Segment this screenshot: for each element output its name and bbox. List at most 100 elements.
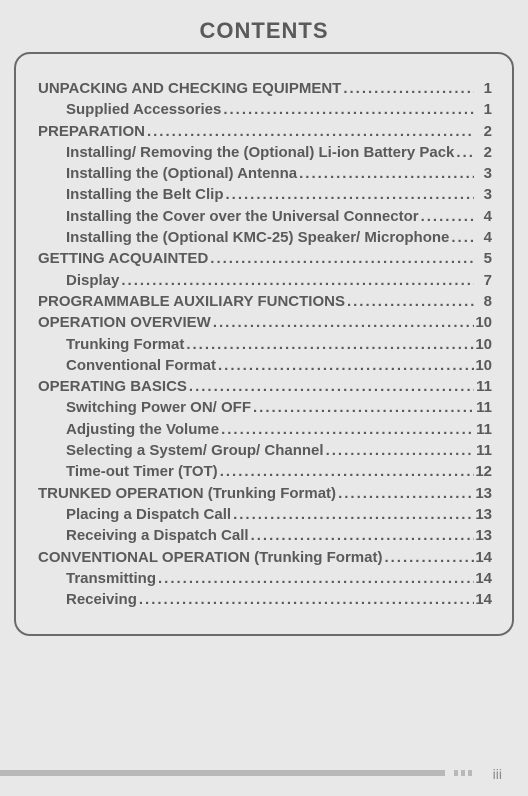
toc-page: 11 [474, 440, 492, 461]
toc-page: 11 [474, 397, 492, 418]
toc-label: Installing the (Optional) Antenna [66, 163, 297, 184]
toc-line: Installing the Cover over the Universal … [38, 206, 492, 227]
toc-label: Installing the Cover over the Universal … [66, 206, 419, 227]
toc-leader-dots [336, 483, 474, 504]
toc-label: Switching Power ON/ OFF [66, 397, 251, 418]
toc-line: Installing/ Removing the (Optional) Li-i… [38, 142, 492, 163]
toc-label: PREPARATION [38, 121, 145, 142]
toc-page: 13 [474, 504, 492, 525]
toc-page: 4 [474, 227, 492, 248]
toc-leader-dots [224, 184, 474, 205]
toc-line: Time-out Timer (TOT) 12 [38, 461, 492, 482]
toc-line: CONVENTIONAL OPERATION (Trunking Format)… [38, 547, 492, 568]
toc-line: Selecting a System/ Group/ Channel 11 [38, 440, 492, 461]
toc-label: Installing the (Optional KMC-25) Speaker… [66, 227, 449, 248]
toc-line: Conventional Format10 [38, 355, 492, 376]
toc-line: Switching Power ON/ OFF 11 [38, 397, 492, 418]
toc-line: UNPACKING AND CHECKING EQUIPMENT 1 [38, 78, 492, 99]
toc-label: TRUNKED OPERATION (Trunking Format) [38, 483, 336, 504]
toc-label: OPERATION OVERVIEW [38, 312, 211, 333]
footer: iii [0, 766, 528, 782]
toc-line: Supplied Accessories 1 [38, 99, 492, 120]
toc-leader-dots [145, 121, 474, 142]
toc-label: Trunking Format [66, 334, 184, 355]
toc-label: Placing a Dispatch Call [66, 504, 231, 525]
toc-leader-dots [297, 163, 474, 184]
toc-line: Display 7 [38, 270, 492, 291]
toc-page: 12 [474, 461, 492, 482]
toc-page: 14 [474, 589, 492, 610]
toc-line: Receiving 14 [38, 589, 492, 610]
toc-line: Receiving a Dispatch Call 13 [38, 525, 492, 546]
toc-leader-dots [251, 397, 474, 418]
toc-page: 10 [474, 334, 492, 355]
toc-page: 1 [474, 78, 492, 99]
toc-line: TRUNKED OPERATION (Trunking Format) 13 [38, 483, 492, 504]
toc-label: CONVENTIONAL OPERATION (Trunking Format) [38, 547, 382, 568]
toc-container: UNPACKING AND CHECKING EQUIPMENT1Supplie… [14, 52, 514, 636]
toc-label: OPERATING BASICS [38, 376, 187, 397]
toc-page: 5 [474, 248, 492, 269]
page-number: iii [493, 766, 502, 782]
footer-ticks [454, 770, 472, 776]
toc-leader-dots [324, 440, 474, 461]
toc-line: PROGRAMMABLE AUXILIARY FUNCTIONS 8 [38, 291, 492, 312]
toc-leader-dots [119, 270, 474, 291]
page-title: CONTENTS [0, 0, 528, 52]
toc-leader-dots [419, 206, 474, 227]
toc-line: Adjusting the Volume 11 [38, 419, 492, 440]
toc-label: Display [66, 270, 119, 291]
toc-page: 1 [474, 99, 492, 120]
toc-page: 13 [474, 525, 492, 546]
toc-line: PREPARATION 2 [38, 121, 492, 142]
toc-leader-dots [137, 589, 474, 610]
toc-label: UNPACKING AND CHECKING EQUIPMENT [38, 78, 341, 99]
toc-label: Supplied Accessories [66, 99, 221, 120]
toc-label: Adjusting the Volume [66, 419, 219, 440]
toc-leader-dots [382, 547, 474, 568]
toc-leader-dots [341, 78, 474, 99]
toc-page: 3 [474, 163, 492, 184]
toc-line: OPERATION OVERVIEW10 [38, 312, 492, 333]
toc-page: 7 [474, 270, 492, 291]
toc-label: Time-out Timer (TOT) [66, 461, 218, 482]
toc-label: GETTING ACQUAINTED [38, 248, 208, 269]
toc-page: 2 [474, 121, 492, 142]
toc-leader-dots [449, 227, 474, 248]
toc-line: Installing the (Optional) Antenna 3 [38, 163, 492, 184]
toc-line: Transmitting14 [38, 568, 492, 589]
toc-leader-dots [211, 312, 474, 333]
toc-leader-dots [156, 568, 474, 589]
toc-line: Installing the Belt Clip 3 [38, 184, 492, 205]
toc-leader-dots [345, 291, 474, 312]
toc-leader-dots [208, 248, 474, 269]
toc-leader-dots [231, 504, 474, 525]
toc-leader-dots [187, 376, 474, 397]
toc-line: Installing the (Optional KMC-25) Speaker… [38, 227, 492, 248]
toc-label: Receiving [66, 589, 137, 610]
toc-leader-dots [249, 525, 474, 546]
toc-label: PROGRAMMABLE AUXILIARY FUNCTIONS [38, 291, 345, 312]
toc-page: 3 [474, 184, 492, 205]
toc-page: 11 [474, 419, 492, 440]
toc-line: OPERATING BASICS 11 [38, 376, 492, 397]
toc-label: Receiving a Dispatch Call [66, 525, 249, 546]
toc-line: GETTING ACQUAINTED 5 [38, 248, 492, 269]
footer-bar [0, 770, 445, 776]
toc-page: 11 [474, 376, 492, 397]
toc-leader-dots [219, 419, 474, 440]
toc-label: Installing/ Removing the (Optional) Li-i… [66, 142, 454, 163]
toc-page: 14 [474, 547, 492, 568]
toc-page: 14 [474, 568, 492, 589]
toc-leader-dots [216, 355, 474, 376]
toc-line: Trunking Format 10 [38, 334, 492, 355]
toc-label: Installing the Belt Clip [66, 184, 224, 205]
toc-page: 13 [474, 483, 492, 504]
toc-leader-dots [454, 142, 474, 163]
toc-label: Conventional Format [66, 355, 216, 376]
toc-leader-dots [218, 461, 474, 482]
toc-page: 2 [474, 142, 492, 163]
toc-page: 4 [474, 206, 492, 227]
toc-label: Selecting a System/ Group/ Channel [66, 440, 324, 461]
toc-page: 8 [474, 291, 492, 312]
